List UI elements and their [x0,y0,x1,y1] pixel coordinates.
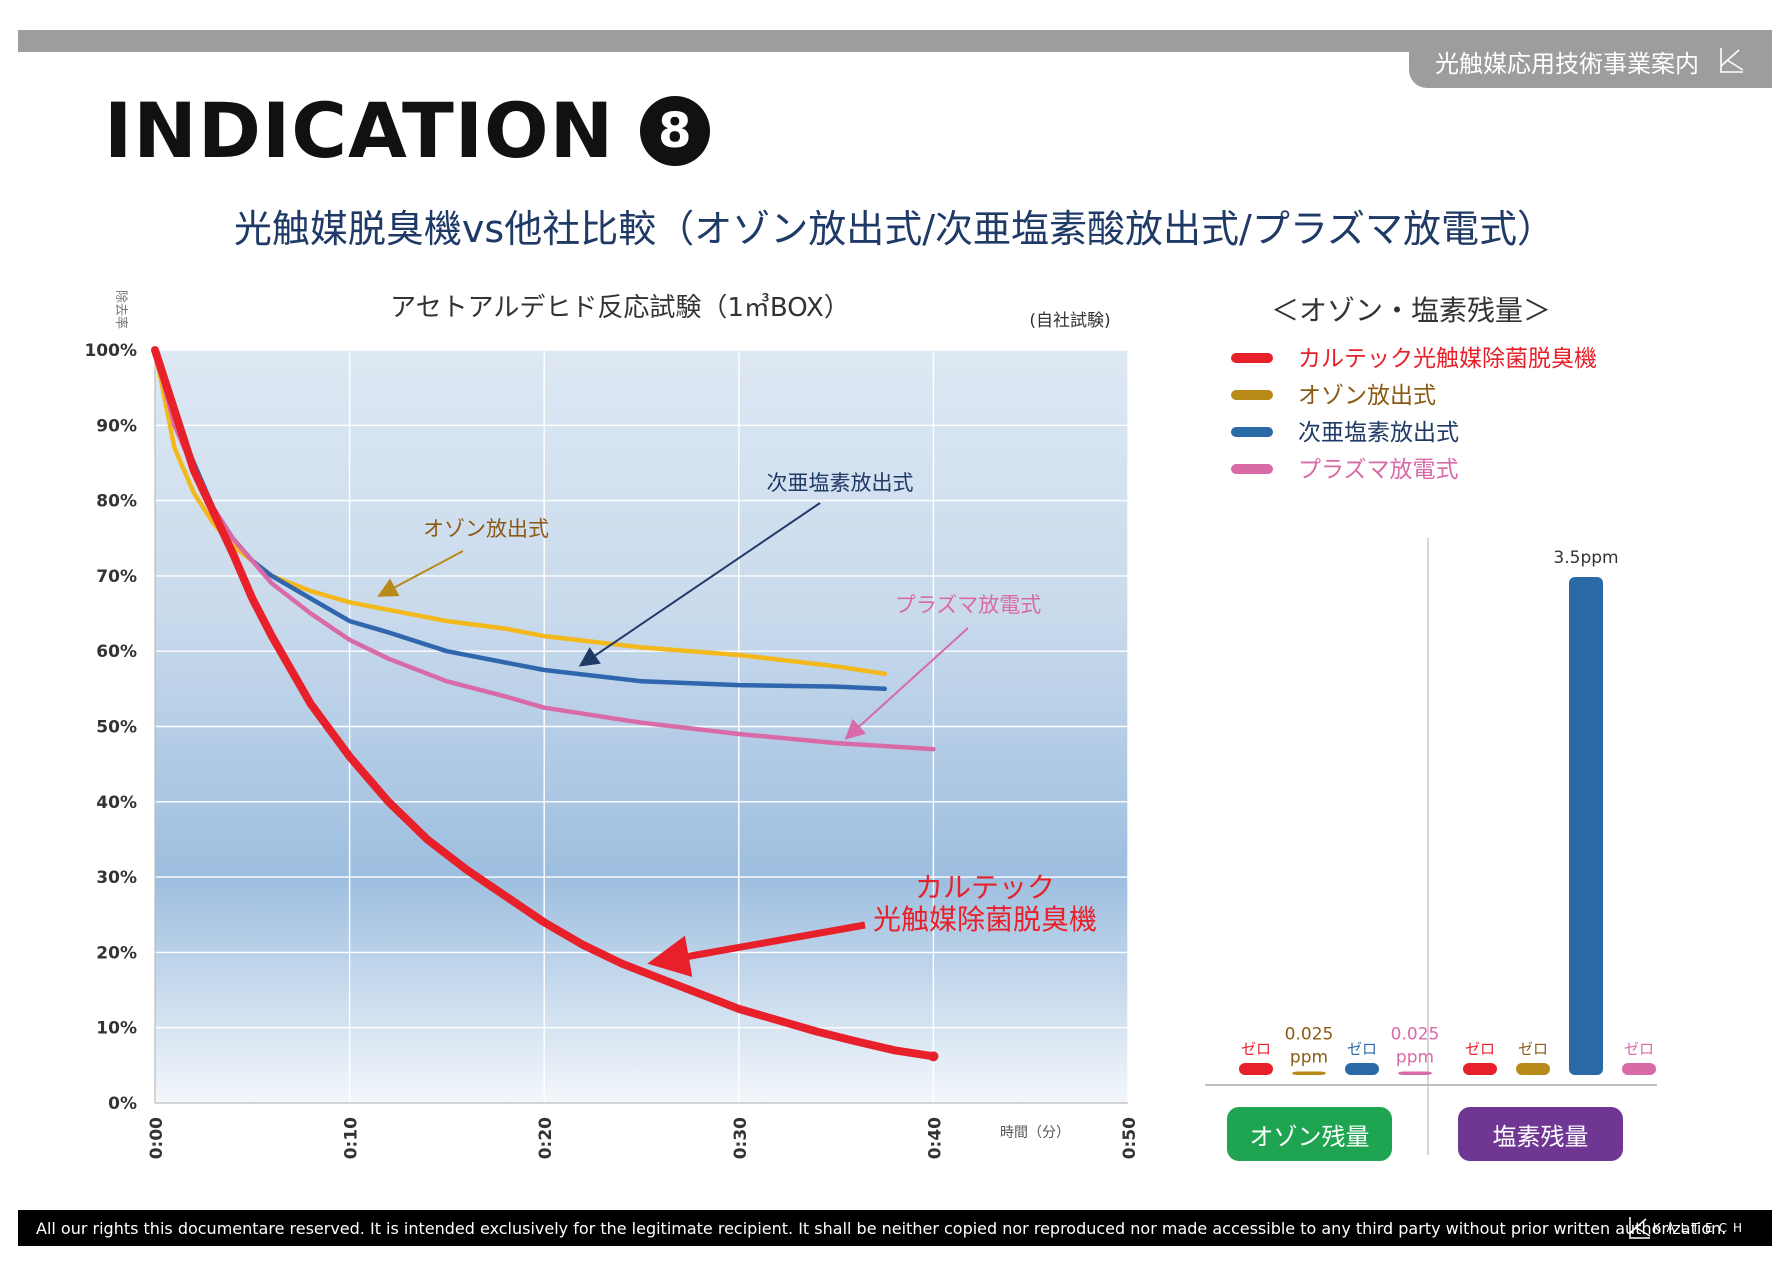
series-line-0 [151,346,938,1061]
bar-0-3 [1398,1071,1432,1075]
annotation-hypochlorite: 次亜塩素放出式 [767,471,914,495]
x-tick-label: 0:40 [925,1117,945,1159]
bar-1-2 [1569,577,1603,1075]
bar-label: ゼロ [1624,1040,1654,1058]
annotation-ozone-arrow [377,550,464,597]
y-tick-label: 10% [96,1019,137,1039]
header-tab: 光触媒応用技術事業案内 [1409,34,1772,88]
y-tick-label: 70% [96,567,137,587]
bar-value-label: 3.5ppm [1553,548,1618,568]
annotation-kaltech-line2: 光触媒除菌脱臭機 [873,903,1097,936]
legend-label: カルテック光触媒除菌脱臭機 [1298,346,1597,372]
annotation-hypochlorite-arrow [578,502,821,667]
series-line-1 [152,347,888,677]
footer-logo: KALTECH [1627,1216,1748,1240]
annotation-kaltech-arrow [647,921,866,978]
line-chart: 0% 10% 20% 30% 40% 50% 60% 70% 80% 90% 100% 0:00 0:1… [84,290,1140,1159]
x-tick-label: 0:10 [342,1117,362,1159]
bar-value-label: 0.025 [1391,1024,1440,1044]
bar-label: ゼロ [1241,1040,1271,1058]
bar-chart-title: ＜オゾン・塩素残量＞ [1271,294,1551,327]
bar-unit-label: ppm [1396,1047,1434,1067]
y-tick-label: 0% [108,1094,137,1114]
x-tick-label: 0:30 [731,1117,751,1159]
page-subtitle: 光触媒脱臭機vs他社比較（オゾン放出式/次亜塩素酸放出式/プラズマ放電式） [233,207,1556,251]
annotation-ozone: オゾン放出式 [423,517,549,541]
bar-0-1 [1292,1071,1326,1075]
annotation-plasma: プラズマ放電式 [895,593,1042,617]
legend-label: プラズマ放電式 [1298,457,1459,483]
footer-notice: All our rights this documentare reserved… [36,1218,1727,1238]
kaltech-logo-icon [1720,48,1744,73]
legend-label: オゾン放出式 [1298,383,1436,409]
ozone-residual-button: オゾン残量 [1227,1107,1392,1161]
x-tick-label: 0:20 [536,1117,556,1159]
bar-1-0 [1463,1063,1497,1075]
y-tick-label: 40% [96,793,137,813]
bar-1-1 [1516,1063,1550,1075]
y-tick-label: 50% [96,718,137,738]
y-tick-label: 90% [96,416,137,436]
y-axis-label: 除去率 [113,290,129,329]
y-tick-label: 30% [96,868,137,888]
x-tick-label: 0:00 [147,1117,167,1159]
page-number-badge: 8 [640,95,711,166]
annotation-kaltech-line1: カルテック [915,871,1055,904]
y-tick-label: 80% [96,492,137,512]
footer-logo-text: KALTECH [1652,1221,1748,1235]
x-tick-label: 0:50 [1120,1117,1140,1159]
line-chart-title: アセトアルデヒド反応試験（1㎥BOX） [390,293,850,323]
x-axis-label: 時間（分） [1000,1125,1070,1141]
legend-label: 次亜塩素放出式 [1298,420,1459,446]
bar-1-3 [1622,1063,1656,1075]
page-title: INDICATION 8 [104,86,711,175]
footer-logo-icon [1629,1217,1651,1239]
header-tab-label: 光触媒応用技術事業案内 [1435,49,1699,78]
y-tick-label: 20% [96,943,137,963]
y-tick-label: 60% [96,642,137,662]
bar-label: ゼロ [1347,1040,1377,1058]
comparison-charts: 0% 10% 20% 30% 40% 50% 60% 70% 80% 90% 100% 0:00 0:1… [84,290,1657,1159]
series-end-point [928,1051,939,1062]
footer-bar: All our rights this documentare reserved… [18,1210,1772,1246]
annotation-plasma-arrow [844,627,969,740]
y-tick-label: 100% [84,341,137,361]
bar-0-0 [1239,1063,1273,1075]
bar-label: ゼロ [1518,1040,1548,1058]
chlorine-residual-button: 塩素残量 [1458,1107,1623,1161]
bar-chart: ＜オゾン・塩素残量＞ カルテック光触媒除菌脱臭機オゾン放出式次亜塩素放出式プラズマ… [1205,294,1657,1155]
bar-value-label: 0.025 [1285,1024,1334,1044]
bar-unit-label: ppm [1290,1047,1328,1067]
bar-label: ゼロ [1465,1040,1495,1058]
top-bar [18,30,1772,52]
page-title-text: INDICATION [104,86,615,175]
line-chart-note: (自社試験) [1029,311,1110,331]
bar-0-2 [1345,1063,1379,1075]
